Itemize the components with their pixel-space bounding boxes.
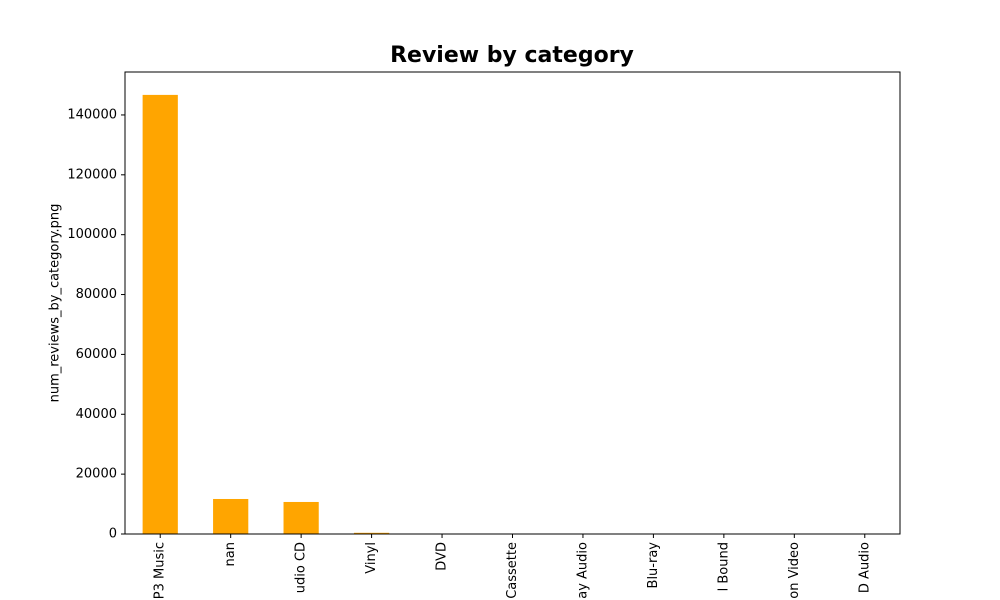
x-tick-label: l Bound <box>716 542 731 591</box>
y-tick-label: 60000 <box>76 347 117 362</box>
x-tick-label: DVD <box>435 542 450 571</box>
bar <box>213 498 249 534</box>
x-tick-label: Vinyl <box>364 542 379 574</box>
x-tick-label: nan <box>223 542 238 566</box>
bar <box>283 501 319 534</box>
y-tick-label: 80000 <box>76 287 117 302</box>
x-tick-label: D Audio <box>857 542 872 593</box>
y-tick-label: 0 <box>109 527 117 542</box>
y-tick-label: 40000 <box>76 407 117 422</box>
y-tick-label: 120000 <box>67 167 117 182</box>
bar <box>142 94 178 535</box>
y-axis-label: num_reviews_by_category.png <box>48 204 63 403</box>
x-tick-label: on Video <box>787 542 802 599</box>
chart-title: Review by category <box>390 43 634 68</box>
x-tick-label: P3 Music <box>153 542 168 599</box>
x-tick-label: ay Audio <box>575 542 590 599</box>
plot-frame <box>124 71 901 535</box>
x-tick-label: Blu-ray <box>646 542 661 589</box>
x-tick-label: udio CD <box>294 542 309 593</box>
x-tick-label: Cassette <box>505 542 520 599</box>
y-tick-label: 140000 <box>67 107 117 122</box>
bar <box>353 532 390 534</box>
y-tick-label: 20000 <box>76 467 117 482</box>
y-tick-label: 100000 <box>67 227 117 242</box>
